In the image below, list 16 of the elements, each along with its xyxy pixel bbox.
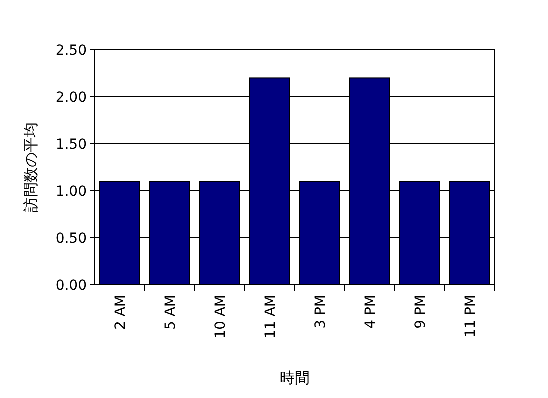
x-tick-label: 11 AM [263, 295, 279, 339]
y-tick-label: 1.00 [56, 184, 87, 200]
x-tick-label: 9 PM [413, 295, 429, 329]
y-tick-label: 2.50 [56, 43, 87, 59]
y-tick-label: 0.50 [56, 231, 87, 247]
x-tick-label: 10 AM [213, 295, 229, 339]
y-tick-label: 0.00 [56, 278, 87, 294]
x-tick-label: 2 AM [113, 295, 129, 330]
y-tick-label: 2.00 [56, 90, 87, 106]
y-axis-title: 訪問数の平均 [22, 122, 40, 212]
x-tick-label: 11 PM [463, 295, 479, 338]
x-tick-label: 4 PM [363, 295, 379, 329]
x-tick-label: 5 AM [163, 295, 179, 330]
y-tick-label: 1.50 [56, 137, 87, 153]
x-tick-label: 3 PM [313, 295, 329, 329]
x-axis-title: 時間 [280, 369, 310, 387]
